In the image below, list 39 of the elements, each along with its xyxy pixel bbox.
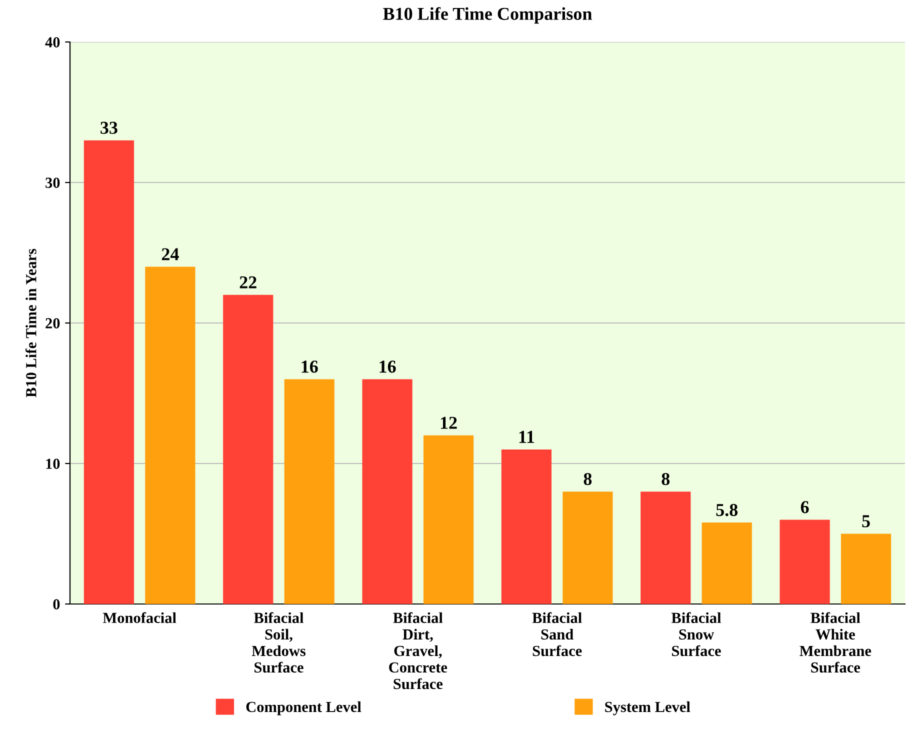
bar [702, 522, 752, 604]
x-tick-label: Bifacial Snow Surface [671, 612, 722, 656]
data-label: 8 [662, 472, 670, 486]
data-label: 6 [800, 501, 809, 514]
x-tick-label: Bifacial White Membrane Surface [800, 612, 872, 673]
data-label: 24 [162, 248, 179, 260]
y-tick-label: 0 [53, 599, 60, 610]
y-tick-label: 30 [46, 178, 60, 188]
y-axis-title: B10 Life Time in Years [25, 248, 36, 398]
legend-label: Component Level [246, 701, 362, 716]
data-label: 5.8 [716, 504, 738, 516]
bar [145, 266, 196, 604]
x-tick-label: Bifacial Dirt, Gravel, Concrete Surface [389, 612, 448, 690]
data-label: 5 [862, 515, 870, 528]
data-label: 12 [440, 416, 457, 429]
chart-title: B10 Life Time Comparison [383, 7, 592, 24]
bar [640, 492, 691, 604]
x-tick-label: Bifacial Sand Surface [532, 612, 582, 656]
data-label: 22 [240, 276, 256, 288]
bar [501, 449, 552, 604]
bar [562, 492, 613, 604]
x-tick-label: Monofacial [102, 612, 176, 624]
data-label: 16 [380, 360, 396, 373]
bar [223, 294, 274, 604]
bar [84, 140, 134, 604]
y-tick-label: 40 [45, 37, 60, 48]
legend-label: System Level [605, 701, 690, 716]
bar [362, 379, 412, 604]
bar [423, 435, 474, 604]
y-tick-label: 10 [46, 458, 60, 469]
bar [840, 534, 892, 604]
data-label: 8 [584, 472, 592, 486]
bar [284, 379, 334, 604]
y-tick-label: 20 [46, 318, 60, 328]
data-label: 33 [100, 122, 118, 134]
data-label: 16 [302, 360, 318, 373]
data-label: 11 [519, 430, 534, 443]
x-tick-label: Bifacial Soil, Medows Surface [252, 612, 306, 673]
bar [780, 520, 830, 604]
